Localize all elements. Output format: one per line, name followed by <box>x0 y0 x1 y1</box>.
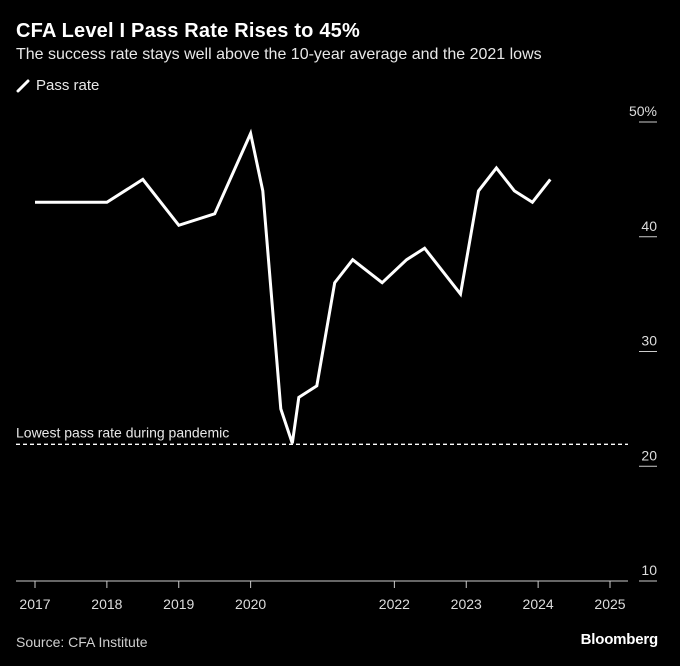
x-tick-label: 2018 <box>91 596 122 612</box>
y-tick-label: 20 <box>641 447 657 463</box>
x-tick-label: 2020 <box>235 596 266 612</box>
brand-logo: Bloomberg <box>580 631 659 648</box>
y-tick-label: 10 <box>641 562 657 578</box>
y-tick-label: 30 <box>641 333 657 349</box>
legend-label: Pass rate <box>36 77 100 94</box>
legend: Pass rate <box>16 77 99 94</box>
line-swatch-icon <box>16 79 30 92</box>
chart-subtitle: The success rate stays well above the 10… <box>16 46 542 63</box>
x-tick-label: 2019 <box>163 596 194 612</box>
y-tick-label: 50% <box>629 103 657 119</box>
source-note: Source: CFA Institute <box>16 634 148 650</box>
pandemic-low-annotation: Lowest pass rate during pandemic <box>16 424 229 440</box>
x-tick-label: 2023 <box>451 596 482 612</box>
x-tick-label: 2017 <box>19 596 50 612</box>
x-tick-label: 2024 <box>523 596 554 612</box>
y-tick-label: 40 <box>641 218 657 234</box>
x-tick-label: 2025 <box>594 596 625 612</box>
x-tick-label: 2022 <box>379 596 410 612</box>
pass-rate-series-line <box>35 128 552 444</box>
chart-title: CFA Level I Pass Rate Rises to 45% <box>16 20 360 42</box>
